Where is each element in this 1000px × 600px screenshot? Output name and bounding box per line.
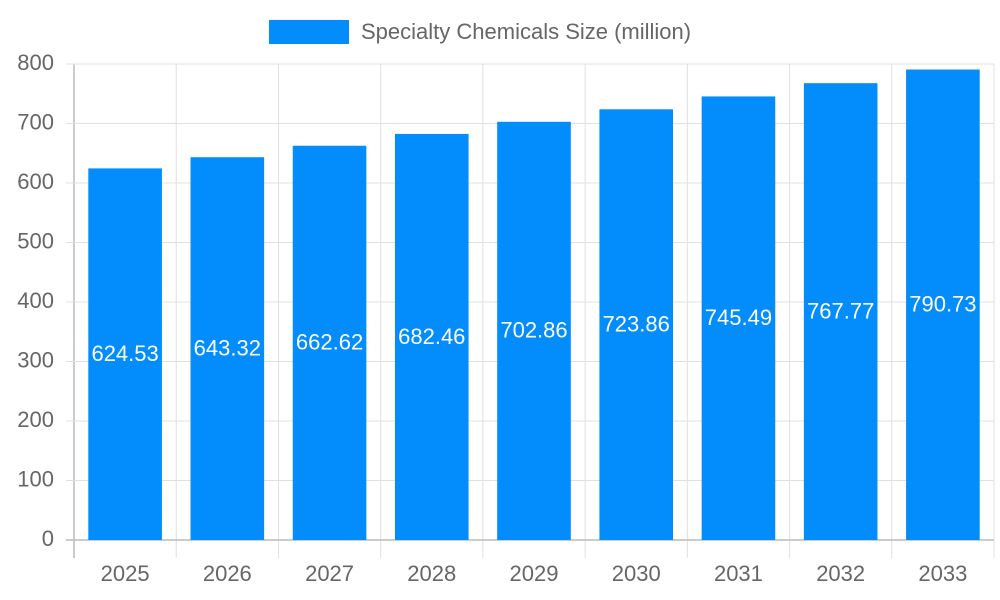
bar	[394, 133, 469, 541]
x-tick-label: 2027	[305, 561, 354, 586]
x-tick-label: 2031	[714, 561, 763, 586]
bar	[803, 83, 878, 540]
value-label: 643.32	[194, 335, 261, 360]
value-label: 790.73	[909, 292, 976, 317]
y-tick-label: 0	[42, 526, 54, 551]
x-tick-label: 2032	[816, 561, 865, 586]
legend-label: Specialty Chemicals Size (million)	[361, 19, 691, 44]
x-tick-label: 2029	[510, 561, 559, 586]
y-tick-label: 600	[17, 169, 54, 194]
value-label: 682.46	[398, 324, 465, 349]
bar	[190, 157, 265, 540]
y-tick-label: 700	[17, 109, 54, 134]
bar	[701, 96, 776, 541]
bar	[599, 109, 674, 541]
y-tick-label: 800	[17, 50, 54, 75]
x-tick-label: 2030	[612, 561, 661, 586]
value-label: 662.62	[296, 330, 363, 355]
x-tick-label: 2028	[407, 561, 456, 586]
value-label: 745.49	[705, 305, 772, 330]
y-tick-label: 300	[17, 347, 54, 372]
bar	[906, 69, 980, 540]
x-tick-label: 2025	[101, 561, 150, 586]
bar	[88, 168, 162, 540]
value-label: 767.77	[807, 298, 874, 323]
y-tick-label: 200	[17, 407, 54, 432]
y-tick-label: 400	[17, 288, 54, 313]
x-tick-label: 2026	[203, 561, 252, 586]
value-label: 702.86	[500, 318, 567, 343]
x-tick-label: 2033	[918, 561, 967, 586]
value-label: 624.53	[91, 341, 158, 366]
y-tick-label: 500	[17, 228, 54, 253]
legend-swatch	[269, 20, 349, 44]
bar	[497, 121, 571, 540]
value-label: 723.86	[603, 311, 670, 336]
y-tick-label: 100	[17, 466, 54, 491]
bar	[292, 145, 367, 541]
